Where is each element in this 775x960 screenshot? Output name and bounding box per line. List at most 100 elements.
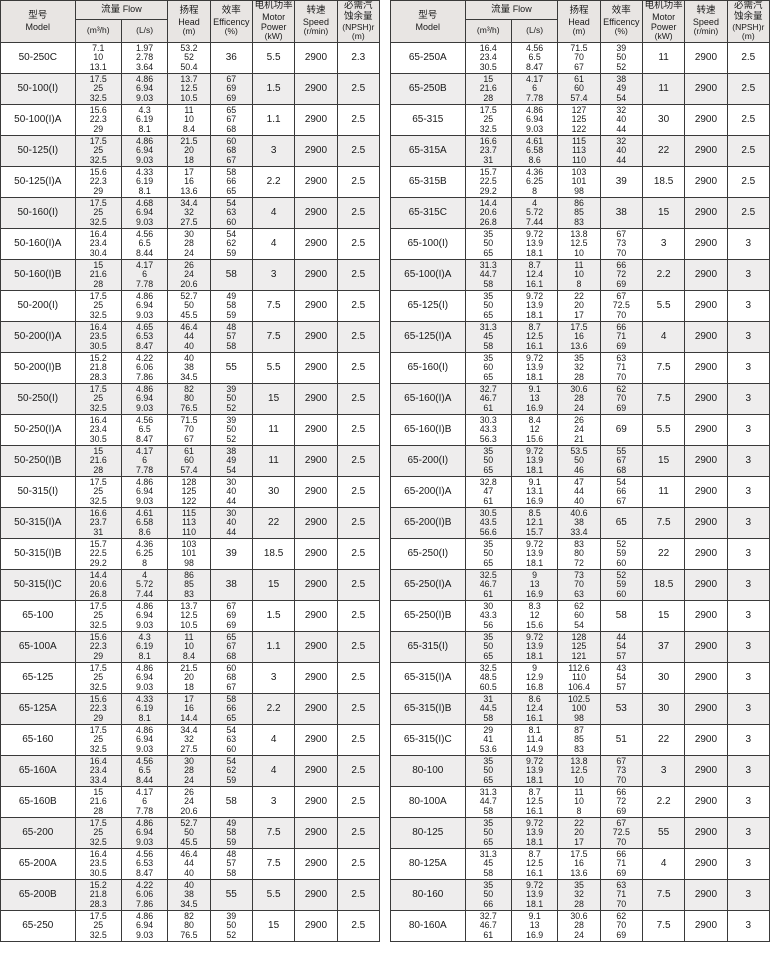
cell-power: 1.5 [251, 73, 296, 105]
cell-power: 22 [641, 135, 686, 167]
cell-power: 1.1 [251, 631, 296, 663]
cell-speed: 2900 [294, 910, 338, 942]
cell-power: 3 [251, 662, 296, 694]
cell-efficiency: 65 67 68 [209, 104, 253, 136]
cell-npsh: 2.5 [336, 693, 381, 725]
cell-power: 4 [251, 197, 296, 229]
cell-flow-m3h: 15.7 22.5 29.2 [74, 538, 122, 570]
table-row: 50-160(I) 17.5 25 32.5 4.68 6.94 9.03 34.4 32 27.… [0, 197, 381, 229]
cell-flow-ls: 8.7 12.5 16.1 [510, 786, 559, 818]
table-row: 65-250B 15 21.6 28 4.17 6 7.78 61 60 57.4 38 49 54 11… [390, 73, 771, 105]
cell-head: 35 32 28 [557, 879, 601, 911]
cell-speed: 2900 [684, 879, 728, 911]
cell-efficiency: 62 70 69 [599, 910, 643, 942]
cell-flow-ls: 9.72 13.9 18.1 [510, 538, 559, 570]
cell-power: 22 [641, 724, 686, 756]
cell-flow-m3h: 35 50 65 [464, 631, 512, 663]
cell-head: 13.7 12.5 10.5 [167, 73, 211, 105]
cell-power: 11 [251, 445, 296, 477]
cell-flow-ls: 1.97 2.78 3.64 [120, 42, 169, 74]
cell-npsh: 3 [726, 848, 771, 880]
cell-model: 65-160(I) [390, 352, 466, 384]
cell-efficiency: 36 [209, 42, 253, 74]
header-motor-power: 电机功率 Motor Power (kW) [251, 0, 296, 43]
header-speed: 转速 Speed (r/min) [684, 0, 728, 43]
cell-flow-m3h: 16.4 23.5 30.5 [74, 321, 122, 353]
table-row: 65-315(I)A 32.5 48.5 60.5 9 12.9 16.8 112.6 110 1… [390, 662, 771, 694]
cell-efficiency: 54 62 59 [209, 755, 253, 787]
cell-power: 15 [251, 910, 296, 942]
cell-flow-ls: 9.72 13.9 18.1 [510, 879, 559, 911]
cell-flow-m3h: 17.5 25 32.5 [74, 135, 122, 167]
cell-head: 30.6 28 24 [557, 383, 601, 415]
cell-speed: 2900 [684, 166, 728, 198]
table-header-left: 型号 Model 流量 Flow 扬程 Head (m) 效率 Effice [0, 0, 381, 43]
cell-speed: 2900 [294, 290, 338, 322]
table-row: 65-315C 14.4 20.6 26.8 4 5.72 7.44 86 85 83 38 15 29… [390, 197, 771, 229]
cell-head: 22 20 17 [557, 817, 601, 849]
cell-efficiency: 51 [599, 724, 643, 756]
cell-npsh: 2.5 [726, 73, 771, 105]
cell-head: 11 10 8 [557, 786, 601, 818]
cell-model: 50-200(I)B [0, 352, 76, 384]
cell-npsh: 2.5 [336, 104, 381, 136]
cell-power: 30 [641, 104, 686, 136]
cell-model: 50-200(I)A [0, 321, 76, 353]
cell-power: 7.5 [641, 910, 686, 942]
cell-efficiency: 39 50 52 [209, 414, 253, 446]
table-row: 50-250(I)B 15 21.6 28 4.17 6 7.78 61 60 57.4 38 49 5… [0, 445, 381, 477]
cell-flow-m3h: 35 50 65 [464, 290, 512, 322]
cell-head: 87 85 83 [557, 724, 601, 756]
table-row: 80-125A 31.3 45 58 8.7 12.5 16.1 17.5 16 13.6 66 71… [390, 848, 771, 880]
cell-npsh: 2.5 [336, 817, 381, 849]
cell-power: 37 [641, 631, 686, 663]
cell-model: 65-315A [390, 135, 466, 167]
cell-efficiency: 67 69 69 [209, 73, 253, 105]
table-row: 50-250(I) 17.5 25 32.5 4.86 6.94 9.03 82 80 76.5 3… [0, 383, 381, 415]
cell-speed: 2900 [294, 631, 338, 663]
table-row: 65-100 17.5 25 32.5 4.86 6.94 9.03 13.7 12.5 10.5… [0, 600, 381, 632]
cell-flow-m3h: 35 50 65 [464, 538, 512, 570]
cell-power: 5.5 [251, 879, 296, 911]
cell-speed: 2900 [684, 910, 728, 942]
cell-flow-ls: 4 5.72 7.44 [120, 569, 169, 601]
cell-speed: 2900 [294, 538, 338, 570]
cell-flow-ls: 4.68 6.94 9.03 [120, 197, 169, 229]
cell-flow-ls: 4.86 6.94 9.03 [120, 724, 169, 756]
cell-npsh: 3 [726, 600, 771, 632]
cell-speed: 2900 [684, 197, 728, 229]
cell-efficiency: 67 73 70 [599, 228, 643, 260]
cell-npsh: 2.5 [336, 352, 381, 384]
cell-model: 65-125(I) [390, 290, 466, 322]
cell-speed: 2900 [684, 755, 728, 787]
cell-speed: 2900 [294, 693, 338, 725]
cell-flow-m3h: 31.3 45 58 [464, 321, 512, 353]
cell-npsh: 2.5 [336, 445, 381, 477]
cell-speed: 2900 [684, 631, 728, 663]
cell-speed: 2900 [294, 476, 338, 508]
cell-flow-ls: 9.1 13.1 16.9 [510, 476, 559, 508]
table-row: 65-100A 15.6 22.3 29 4.3 6.19 8.1 11 10 8.4 65 67 68… [0, 631, 381, 663]
cell-npsh: 2.5 [336, 135, 381, 167]
cell-flow-m3h: 32.7 46.7 61 [464, 383, 512, 415]
cell-power: 5.5 [251, 42, 296, 74]
cell-npsh: 2.5 [336, 786, 381, 818]
cell-npsh: 2.5 [336, 197, 381, 229]
cell-npsh: 2.5 [336, 321, 381, 353]
cell-efficiency: 32 40 44 [599, 104, 643, 136]
cell-npsh: 2.5 [336, 259, 381, 291]
cell-power: 2.2 [641, 786, 686, 818]
table-row: 50-100(I) 17.5 25 32.5 4.86 6.94 9.03 13.7 12.5 1… [0, 73, 381, 105]
cell-power: 1.1 [251, 104, 296, 136]
cell-flow-m3h: 15 21.6 28 [74, 259, 122, 291]
cell-flow-ls: 9.72 13.9 18.1 [510, 352, 559, 384]
cell-flow-ls: 8.7 12.4 16.1 [510, 259, 559, 291]
cell-flow-ls: 4.22 6.06 7.86 [120, 879, 169, 911]
table-row: 65-315B 15.7 22.5 29.2 4.36 6.25 8 103 101 98 39 18… [390, 166, 771, 198]
cell-model: 65-125 [0, 662, 76, 694]
cell-model: 50-160(I) [0, 197, 76, 229]
cell-head: 17 16 14.4 [167, 693, 211, 725]
cell-flow-m3h: 15 21.6 28 [74, 445, 122, 477]
cell-power: 2.2 [641, 259, 686, 291]
cell-power: 11 [641, 42, 686, 74]
